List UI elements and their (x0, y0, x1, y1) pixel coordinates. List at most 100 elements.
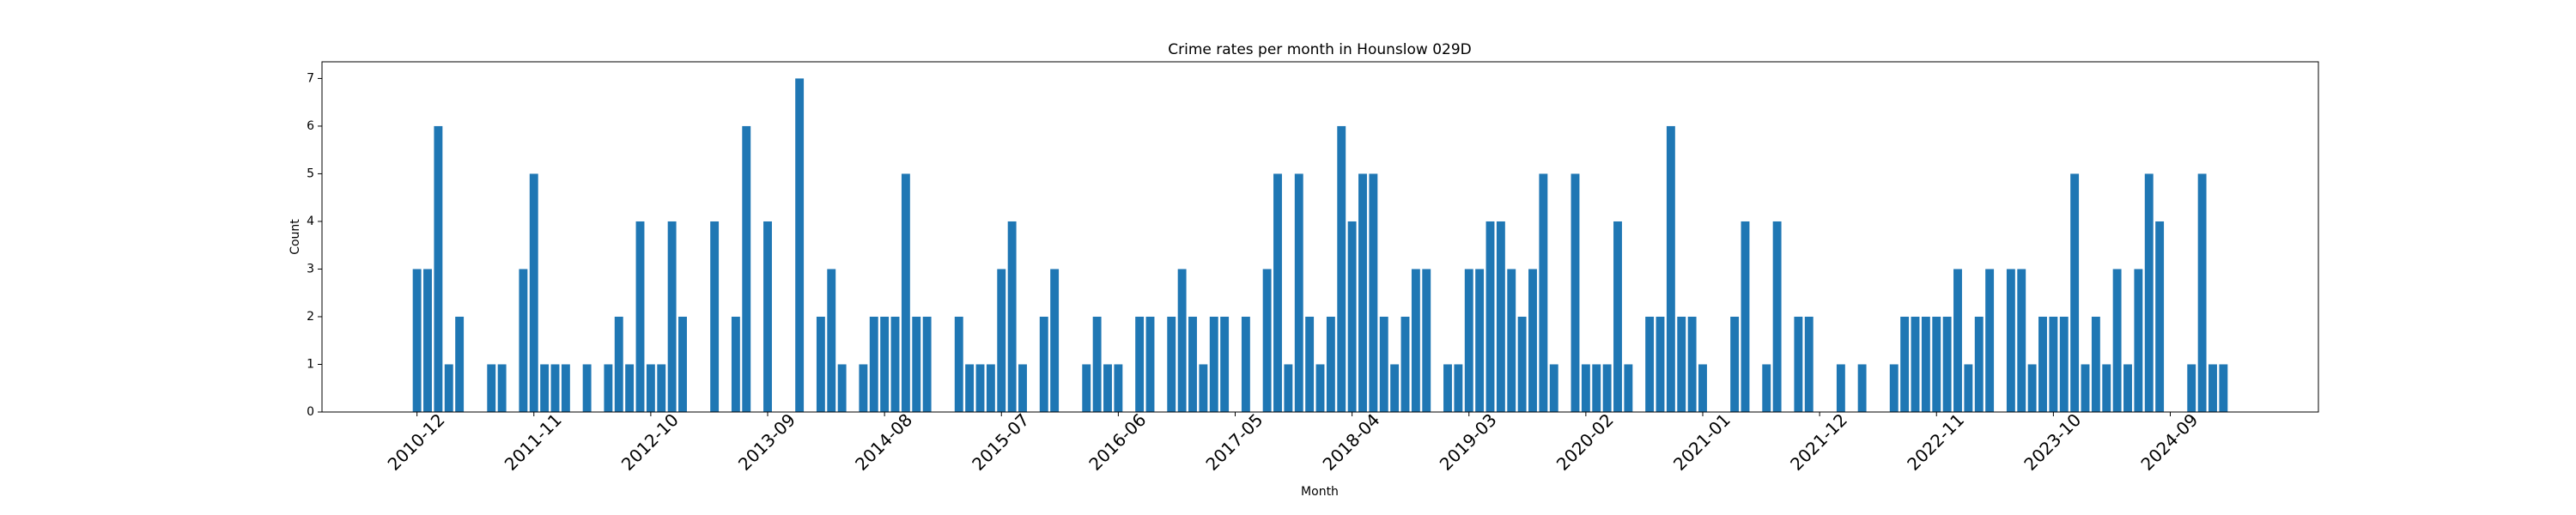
bar (1400, 316, 1410, 412)
bar (1571, 173, 1580, 412)
x-axis-label: Month (1301, 485, 1339, 499)
y-tick-label: 7 (307, 71, 314, 85)
bar (1656, 316, 1665, 412)
x-tick-label: 2015-07 (968, 409, 1033, 475)
bar (1305, 316, 1315, 412)
bar (1039, 316, 1048, 412)
bar (2017, 269, 2026, 412)
bar (890, 316, 900, 412)
bar (2155, 221, 2165, 412)
bar (1422, 269, 1431, 412)
bar (2112, 269, 2122, 412)
x-tick-label: 2020-02 (1552, 409, 1618, 475)
bar (880, 316, 890, 412)
bar (2038, 316, 2047, 412)
bar (1592, 364, 1601, 412)
y-tick-label: 6 (307, 119, 314, 133)
x-tick-label: 2013-09 (734, 409, 799, 475)
bar (444, 364, 453, 412)
bar (1018, 364, 1027, 412)
bar (1507, 269, 1516, 412)
bar (795, 78, 805, 412)
bar (837, 364, 847, 412)
bar (1581, 364, 1590, 412)
bar (1411, 269, 1420, 412)
x-tick-label: 2014-08 (851, 409, 916, 475)
bar (763, 221, 772, 412)
y-tick-label: 0 (307, 405, 314, 419)
bar (1528, 269, 1537, 412)
bar (1007, 221, 1017, 412)
y-tick-label: 2 (307, 310, 314, 324)
bar (1167, 316, 1176, 412)
x-tick-label: 2022-11 (1903, 409, 1968, 475)
bar (667, 221, 677, 412)
bar (1953, 269, 1962, 412)
bar (986, 364, 995, 412)
bar (2070, 173, 2080, 412)
bar (2144, 173, 2154, 412)
bar (1082, 364, 1091, 412)
bar (1804, 316, 1814, 412)
bar (965, 364, 975, 412)
bar (635, 221, 645, 412)
bar (678, 316, 687, 412)
bar (1050, 269, 1060, 412)
bar (2027, 364, 2037, 412)
bar (2081, 364, 2090, 412)
bar (487, 364, 496, 412)
y-tick-label: 1 (307, 357, 314, 371)
bar (1220, 316, 1230, 412)
x-tick-label: 2010-12 (384, 409, 449, 475)
x-tick-label: 2017-05 (1201, 409, 1267, 475)
bar (1177, 269, 1187, 412)
bar (2059, 316, 2069, 412)
bar (657, 364, 666, 412)
bar (1337, 125, 1346, 412)
bar (827, 269, 836, 412)
bar (1369, 173, 1378, 412)
bar (1911, 316, 1920, 412)
bar (2049, 316, 2058, 412)
bar (2197, 173, 2207, 412)
bar (1454, 364, 1463, 412)
x-tick-label: 2018-04 (1319, 409, 1384, 475)
bar (1517, 316, 1527, 412)
bar (1741, 221, 1750, 412)
bar (540, 364, 550, 412)
x-tick-label: 2016-06 (1084, 409, 1150, 475)
bar (1942, 316, 1952, 412)
bar (412, 269, 422, 412)
bar (1932, 316, 1941, 412)
bar (1645, 316, 1655, 412)
bar (1390, 364, 1400, 412)
bar (1794, 316, 1803, 412)
bar (2219, 364, 2228, 412)
bar (497, 364, 507, 412)
bar (582, 364, 592, 412)
bar (646, 364, 655, 412)
bar (1294, 173, 1303, 412)
bar (2187, 364, 2196, 412)
bar (922, 316, 932, 412)
bar (614, 316, 623, 412)
bar (434, 125, 443, 412)
x-tick-label: 2021-12 (1786, 409, 1851, 475)
bar (1485, 221, 1495, 412)
bar (1836, 364, 1845, 412)
bar (1443, 364, 1452, 412)
bar (1857, 364, 1867, 412)
bar (1209, 316, 1218, 412)
bar (975, 364, 985, 412)
bar (1241, 316, 1250, 412)
bar (1273, 173, 1282, 412)
bar (1602, 364, 1612, 412)
bar (1358, 173, 1367, 412)
bar (455, 316, 465, 412)
bar (1379, 316, 1388, 412)
bar (1539, 173, 1548, 412)
bar (1698, 364, 1707, 412)
bar (1772, 221, 1782, 412)
bar (1326, 316, 1335, 412)
